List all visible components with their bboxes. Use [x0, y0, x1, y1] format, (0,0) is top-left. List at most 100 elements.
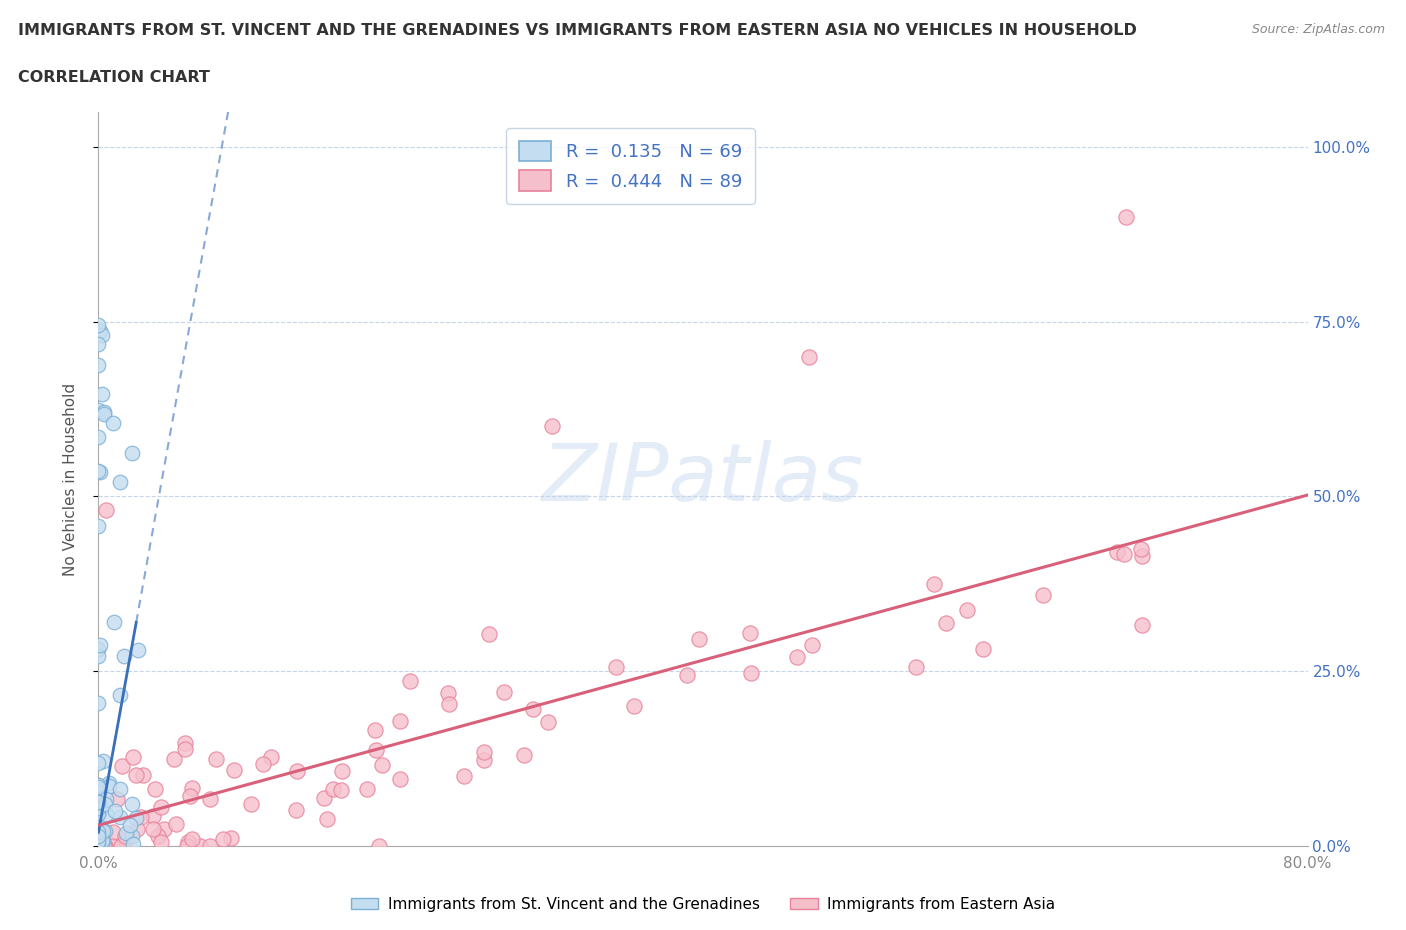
Point — [115, 830, 138, 845]
Point — [108, 475, 131, 490]
Point — [142, 808, 165, 823]
Point — [121, 445, 143, 460]
Point — [356, 782, 378, 797]
Point — [89, 464, 111, 479]
Point — [472, 752, 495, 767]
Point — [87, 829, 110, 844]
Point — [536, 715, 558, 730]
Point — [108, 688, 131, 703]
Point — [87, 829, 110, 844]
Point — [605, 659, 627, 674]
Point — [87, 806, 110, 821]
Point — [87, 829, 110, 844]
Point — [143, 782, 166, 797]
Point — [94, 823, 117, 838]
Point — [87, 777, 110, 792]
Point — [165, 817, 187, 831]
Point — [148, 829, 170, 844]
Point — [87, 826, 110, 841]
Point — [212, 831, 235, 846]
Point — [87, 519, 110, 534]
Point — [904, 659, 927, 674]
Point — [173, 742, 195, 757]
Point — [87, 819, 110, 834]
Point — [101, 839, 124, 854]
Point — [87, 805, 110, 820]
Point — [153, 821, 176, 836]
Point — [98, 776, 121, 790]
Point — [114, 829, 136, 844]
Point — [540, 419, 562, 434]
Point — [1115, 209, 1137, 224]
Point — [87, 832, 110, 847]
Point — [91, 753, 114, 768]
Point — [512, 748, 534, 763]
Point — [87, 829, 110, 844]
Point — [180, 780, 202, 795]
Text: Source: ZipAtlas.com: Source: ZipAtlas.com — [1251, 23, 1385, 36]
Point — [89, 324, 111, 339]
Text: IMMIGRANTS FROM ST. VINCENT AND THE GRENADINES VS IMMIGRANTS FROM EASTERN ASIA N: IMMIGRANTS FROM ST. VINCENT AND THE GREN… — [18, 23, 1137, 38]
Point — [260, 750, 283, 764]
Point — [87, 836, 110, 851]
Point — [287, 764, 309, 778]
Point — [371, 757, 394, 772]
Point — [93, 406, 115, 421]
Point — [94, 839, 117, 854]
Point — [105, 791, 128, 806]
Point — [1130, 618, 1153, 633]
Point — [163, 751, 186, 766]
Point — [87, 403, 110, 418]
Point — [252, 756, 274, 771]
Point — [87, 800, 110, 815]
Point — [98, 778, 121, 793]
Legend: R =  0.135   N = 69, R =  0.444   N = 89: R = 0.135 N = 69, R = 0.444 N = 89 — [506, 128, 755, 204]
Point — [972, 642, 994, 657]
Point — [118, 817, 141, 832]
Point — [87, 834, 110, 849]
Point — [364, 723, 387, 737]
Text: ZIPatlas: ZIPatlas — [541, 440, 865, 518]
Point — [101, 825, 124, 840]
Point — [101, 416, 124, 431]
Point — [740, 665, 762, 680]
Point — [96, 792, 118, 807]
Point — [623, 698, 645, 713]
Point — [87, 318, 110, 333]
Point — [180, 832, 202, 847]
Point — [956, 603, 979, 618]
Point — [786, 649, 808, 664]
Point — [284, 803, 307, 817]
Point — [179, 789, 201, 804]
Point — [177, 835, 200, 850]
Point — [87, 795, 110, 810]
Point — [114, 825, 136, 840]
Point — [91, 327, 114, 342]
Point — [367, 839, 389, 854]
Text: CORRELATION CHART: CORRELATION CHART — [18, 70, 209, 85]
Point — [935, 616, 957, 631]
Point — [91, 839, 114, 854]
Point — [87, 642, 110, 657]
Point — [1032, 588, 1054, 603]
Point — [110, 839, 132, 854]
Point — [87, 795, 110, 810]
Point — [478, 627, 501, 642]
Point — [91, 824, 114, 839]
Point — [1107, 544, 1129, 559]
Point — [240, 796, 263, 811]
Point — [91, 834, 114, 849]
Point — [90, 386, 112, 401]
Point — [127, 821, 149, 836]
Point — [87, 835, 110, 850]
Point — [124, 767, 146, 782]
Point — [87, 824, 110, 839]
Point — [125, 811, 148, 826]
Point — [474, 745, 496, 760]
Point — [797, 349, 820, 364]
Point — [87, 755, 110, 770]
Point — [121, 829, 143, 844]
Point — [315, 812, 337, 827]
Point — [149, 834, 172, 849]
Point — [1129, 541, 1152, 556]
